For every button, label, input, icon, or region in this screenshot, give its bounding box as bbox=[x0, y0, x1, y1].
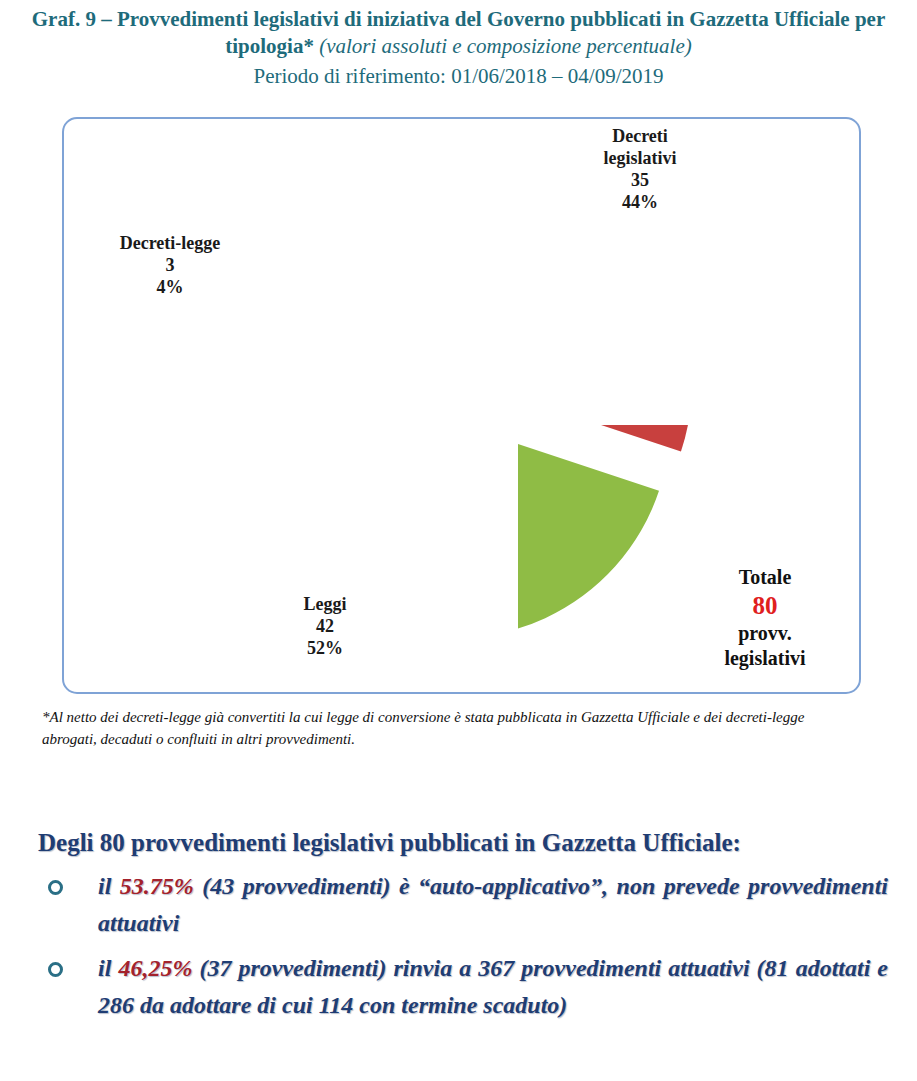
slice-label: Decretilegislativi3544% bbox=[604, 126, 677, 212]
pie-slice bbox=[518, 425, 659, 638]
chart-frame bbox=[63, 118, 860, 693]
subtitle: (valori assoluti e composizione percentu… bbox=[319, 34, 691, 58]
item-text: (37 provvedimenti) rinvia a 367 provvedi… bbox=[98, 955, 888, 1018]
category-label: Decreti bbox=[612, 126, 668, 146]
percent-label: 4% bbox=[157, 277, 184, 297]
slice-label: Decreti-legge34% bbox=[120, 233, 221, 297]
summary-item: il 53.75% (43 provvedimenti) è “auto-app… bbox=[38, 868, 888, 942]
slice-label: Leggi4252% bbox=[304, 594, 347, 658]
category-label: legislativi bbox=[604, 148, 677, 168]
item-percent: 53.75% bbox=[120, 873, 194, 899]
item-lead: il bbox=[98, 873, 111, 899]
percent-label: 44% bbox=[622, 192, 658, 212]
item-lead: il bbox=[98, 955, 111, 981]
period: Periodo di riferimento: 01/06/2018 – 04/… bbox=[14, 62, 903, 90]
total-label: Totale bbox=[739, 566, 792, 588]
total-unit-line: provv. bbox=[738, 622, 792, 645]
category-label: Decreti-legge bbox=[120, 233, 221, 253]
bullet bbox=[48, 880, 63, 895]
title-line: Graf. 9 – Provvedimenti legislativi di i… bbox=[14, 6, 903, 60]
category-label: Leggi bbox=[304, 594, 347, 614]
item-text: (43 provvedimenti) è “auto-applicativo”,… bbox=[98, 873, 888, 936]
title-block: Graf. 9 – Provvedimenti legislativi di i… bbox=[14, 6, 903, 90]
data-labels: Decretilegislativi3544% Leggi4252% Decreti… bbox=[120, 126, 677, 658]
count-label: 3 bbox=[166, 255, 175, 275]
total-unit-line: legislativi bbox=[724, 647, 806, 670]
count-label: 35 bbox=[631, 170, 649, 190]
summary-item: il 46,25% (37 provvedimenti) rinvia a 36… bbox=[38, 950, 888, 1024]
total: Totale 80 provv.legislativi bbox=[724, 566, 806, 670]
pie-slice bbox=[518, 425, 692, 452]
percent-label: 52% bbox=[307, 638, 343, 658]
bullet bbox=[48, 962, 63, 977]
chart: Decretilegislativi3544%Leggi4252%Decreti… bbox=[0, 116, 917, 702]
item-percent: 46,25% bbox=[118, 955, 192, 981]
count-label: 42 bbox=[316, 616, 334, 636]
summary-heading: Degli 80 provvedimenti legislativi pubbl… bbox=[38, 826, 888, 860]
total-unit: provv.legislativi bbox=[724, 622, 806, 670]
total-value: 80 bbox=[753, 592, 778, 619]
summary: Degli 80 provvedimenti legislativi pubbl… bbox=[38, 826, 888, 1024]
footnote: *Al netto dei decreti-legge già converti… bbox=[42, 706, 842, 750]
pie bbox=[518, 425, 692, 638]
